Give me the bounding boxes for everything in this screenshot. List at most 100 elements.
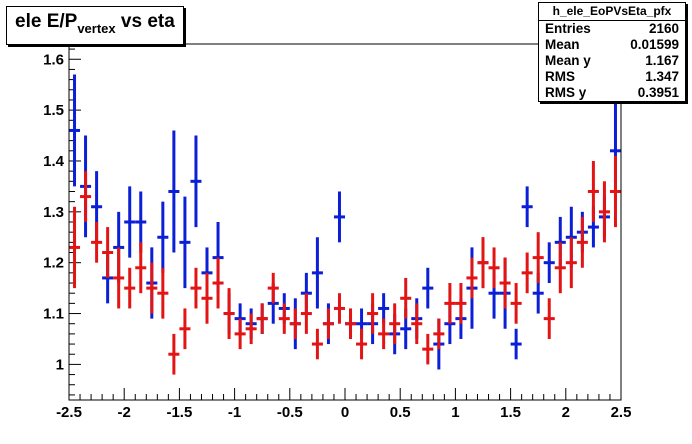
data-point	[554, 242, 566, 294]
data-point	[102, 227, 114, 278]
stats-value: 1.347	[645, 69, 679, 84]
data-point	[80, 171, 92, 222]
data-point	[378, 318, 390, 350]
y-tick-label: 1	[56, 356, 64, 373]
x-tick-label: -0.5	[277, 404, 303, 421]
data-point	[256, 303, 268, 334]
data-point	[311, 237, 323, 309]
stats-label: Entries	[545, 21, 591, 36]
data-point	[168, 130, 180, 253]
y-tick-label: 1.1	[43, 306, 64, 323]
data-point	[411, 303, 423, 345]
data-point	[146, 262, 158, 314]
data-point	[212, 257, 224, 309]
title-main: ele E/P	[15, 11, 78, 32]
data-point	[488, 247, 500, 289]
stats-label: Mean y	[545, 53, 591, 68]
stats-box: h_ele_EoPVsEta_pfx Entries 2160 Mean 0.015…	[538, 2, 686, 102]
stats-histogram-name: h_ele_EoPVsEta_pfx	[539, 3, 685, 21]
data-point	[521, 186, 533, 228]
stats-row-rms-y: RMS y 0.3951	[539, 85, 685, 101]
data-point	[267, 272, 279, 304]
data-point	[422, 267, 434, 309]
x-tick-label: 2.5	[611, 404, 632, 421]
data-point	[510, 328, 522, 360]
data-point	[113, 247, 125, 309]
stats-value: 1.167	[645, 53, 679, 68]
data-point	[157, 201, 169, 273]
stats-row-entries: Entries 2160	[539, 21, 685, 37]
data-point	[389, 303, 401, 345]
x-tick-label: -2	[118, 404, 131, 421]
plot-frame	[68, 43, 622, 401]
stats-value: 0.3951	[637, 85, 679, 100]
x-tick-label: 1.5	[500, 404, 521, 421]
x-tick-label: -1	[228, 404, 241, 421]
data-point	[510, 283, 522, 324]
plot-title: ele E/Pvertex vs eta	[6, 6, 184, 45]
series-1	[69, 74, 621, 370]
y-tick-label: 1.3	[43, 204, 64, 221]
data-point	[466, 257, 478, 299]
x-tick-label: 0	[341, 404, 349, 421]
data-point	[179, 196, 191, 289]
data-point	[565, 237, 577, 289]
tick-labels: -2.5 -2 -1.5 -1 -0.5 0 0.5 1 1.5 2 2.5 1 1.1 1.2 1.3 1.…	[43, 51, 631, 421]
data-point	[311, 328, 323, 360]
data-point	[124, 267, 136, 309]
data-point	[179, 308, 191, 350]
data-point	[300, 293, 312, 334]
data-point	[223, 288, 235, 339]
stats-row-mean: Mean 0.01599	[539, 37, 685, 53]
data-point	[367, 293, 379, 334]
data-point	[201, 272, 213, 324]
data-point	[345, 308, 357, 339]
data-point	[333, 293, 345, 324]
y-tick-label: 1.2	[43, 255, 64, 272]
data-point	[124, 186, 136, 258]
series-2	[69, 155, 621, 375]
data-point	[532, 232, 544, 284]
stats-value: 2160	[648, 21, 679, 36]
title-tail: vs eta	[115, 11, 175, 32]
data-point	[157, 267, 169, 319]
data-point	[598, 181, 610, 243]
data-point	[499, 257, 511, 309]
data-series	[69, 74, 621, 375]
data-point	[322, 308, 334, 339]
data-point	[543, 298, 555, 339]
data-point	[289, 308, 301, 339]
data-point	[135, 242, 147, 294]
data-point	[69, 74, 81, 187]
data-point	[278, 303, 290, 334]
data-point	[69, 206, 81, 289]
x-tick-label: 2	[562, 404, 570, 421]
data-point	[444, 283, 456, 324]
x-tick-label: 1	[451, 404, 459, 421]
data-point	[245, 313, 257, 345]
x-tick-label: 0.5	[390, 404, 411, 421]
data-point	[422, 333, 434, 365]
x-tick-label: -1.5	[166, 404, 192, 421]
data-point	[333, 191, 345, 243]
stats-value: 0.01599	[630, 37, 679, 52]
data-point	[543, 242, 555, 284]
data-point	[190, 267, 202, 309]
data-point	[234, 318, 246, 350]
data-point	[433, 318, 445, 350]
data-point	[609, 155, 621, 228]
stats-label: Mean	[545, 37, 580, 52]
x-tick-label: -2.5	[56, 404, 82, 421]
data-point	[477, 237, 489, 289]
y-tick-label: 1.5	[43, 102, 64, 119]
data-point	[356, 328, 368, 360]
data-point	[521, 252, 533, 294]
stats-label: RMS	[545, 69, 575, 84]
data-point	[400, 277, 412, 319]
data-point	[455, 283, 467, 324]
y-tick-label: 1.4	[43, 153, 65, 170]
title-subscript: vertex	[77, 21, 116, 36]
stats-label: RMS y	[545, 85, 587, 100]
data-point	[190, 135, 202, 228]
